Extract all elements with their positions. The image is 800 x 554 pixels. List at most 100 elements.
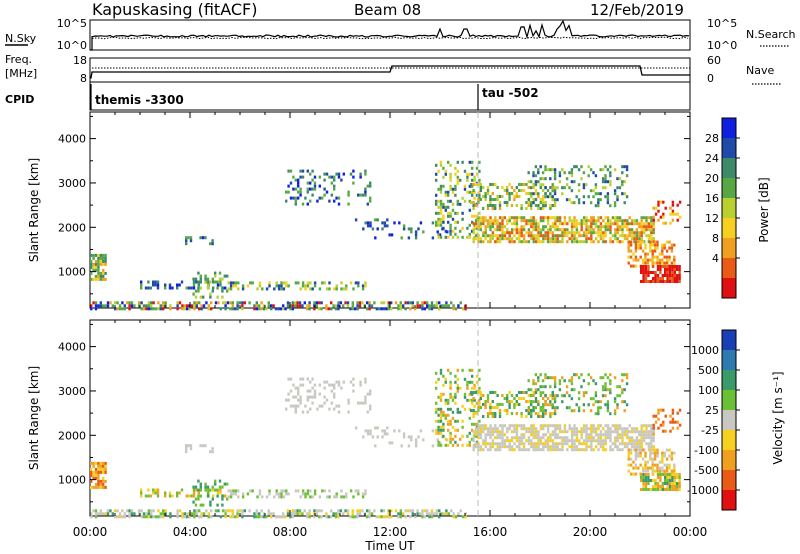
velocity-echo-cell [216, 503, 219, 507]
velocity-echo-cell [313, 489, 317, 493]
velocity-echo-cell [294, 410, 297, 414]
power-echo-cell [449, 163, 452, 167]
velocity-echo-cell [515, 400, 518, 403]
power-echo-cell [604, 225, 607, 229]
velocity-echo-cell [437, 377, 440, 381]
velocity-echo-cell [368, 509, 371, 513]
velocity-echo-cell [454, 401, 457, 405]
velocity-echo-cell [294, 404, 297, 408]
velocity-echo-cell [311, 377, 314, 381]
velocity-echo-cell [642, 424, 646, 428]
power-echo-cell [197, 283, 200, 287]
velocity-echo-cell [138, 509, 141, 513]
power-echo-cell [570, 180, 574, 184]
velocity-echo-cell [385, 515, 388, 519]
power-echo-cell [553, 174, 557, 178]
velocity-echo-cell [563, 442, 567, 446]
power-echo-cell [633, 222, 636, 226]
power-echo-cell [634, 258, 638, 262]
velocity-echo-cell [315, 512, 318, 516]
power-echo-cell [561, 186, 564, 190]
power-echo-cell [664, 206, 667, 210]
power-echo-cell [642, 280, 645, 283]
power-echo-cell [651, 255, 654, 259]
velocity-echo-cell [464, 512, 467, 516]
velocity-echo-cell [661, 473, 664, 476]
power-echo-cell [532, 186, 535, 189]
power-echo-cell [508, 234, 511, 238]
power-echo-cell [638, 231, 641, 235]
velocity-echo-cell [599, 376, 602, 380]
velocity-echo-cell [471, 374, 474, 378]
power-ytick-label: 2000 [58, 221, 86, 234]
power-echo-cell [399, 301, 402, 305]
power-echo-cell [626, 228, 629, 232]
velocity-echo-cell [568, 427, 571, 431]
power-echo-cell [539, 207, 542, 210]
power-echo-cell [537, 237, 540, 241]
power-echo-cell [496, 240, 499, 244]
power-echo-cell [604, 177, 607, 181]
power-echo-cell [426, 301, 429, 305]
power-echo-cell [92, 256, 95, 260]
power-echo-cell [280, 281, 283, 285]
velocity-echo-cell [227, 489, 230, 493]
velocity-echo-cell [520, 439, 523, 443]
power-echo-cell [518, 240, 521, 244]
velocity-echo-cell [640, 488, 643, 491]
power-echo-cell [594, 192, 598, 196]
velocity-echo-cell [241, 495, 245, 499]
velocity-echo-cell [590, 436, 593, 440]
velocity-echo-cell [272, 512, 275, 516]
power-echo-cell [410, 227, 413, 231]
power-echo-cell [157, 307, 160, 311]
power-echo-cell [629, 249, 633, 253]
power-echo-cell [646, 261, 650, 265]
velocity-echo-cell [116, 515, 119, 519]
power-echo-cell [573, 222, 576, 226]
velocity-echo-cell [508, 406, 511, 409]
power-echo-cell [625, 195, 629, 199]
power-echo-cell [354, 281, 358, 285]
velocity-echo-cell [553, 385, 557, 389]
power-echo-cell [618, 186, 622, 190]
power-echo-cell [468, 184, 471, 188]
velocity-echo-cell [386, 426, 389, 430]
velocity-echo-cell [656, 485, 660, 488]
power-echo-cell [644, 277, 648, 280]
velocity-echo-cell [198, 509, 201, 513]
power-echo-cell [568, 231, 571, 235]
velocity-echo-cell [618, 442, 622, 446]
power-echo-cell [628, 222, 631, 226]
power-echo-cell [652, 277, 655, 280]
velocity-echo-cell [515, 430, 519, 434]
power-echo-cell [494, 222, 497, 226]
velocity-echo-cell [525, 391, 528, 394]
velocity-echo-cell [209, 450, 212, 454]
velocity-echo-cell [478, 398, 481, 402]
velocity-ylabel: Slant Range [km] [27, 366, 41, 470]
velocity-echo-cell [361, 492, 365, 496]
power-echo-cell [668, 274, 672, 277]
velocity-echo-cell [645, 427, 648, 431]
power-echo-cell [366, 301, 369, 305]
velocity-echo-cell [565, 391, 569, 395]
velocity-echo-cell [625, 382, 629, 386]
velocity-echo-cell [491, 412, 494, 415]
velocity-echo-cell [472, 397, 475, 400]
power-echo-cell [532, 201, 535, 205]
power-echo-cell [642, 274, 645, 277]
power-echo-cell [102, 262, 105, 266]
power-echo-cell [92, 277, 95, 281]
velocity-echo-cell [447, 422, 450, 426]
nsky-right-tick-top: 10^5 [707, 17, 737, 30]
velocity-echo-cell [205, 509, 208, 513]
velocity-echo-cell [638, 445, 641, 449]
velocity-echo-cell [566, 436, 569, 440]
power-echo-cell [200, 307, 203, 311]
power-echo-cell [454, 220, 457, 224]
velocity-echo-cell [162, 515, 165, 519]
velocity-echo-cell [369, 429, 372, 433]
velocity-echo-cell [590, 445, 593, 449]
power-echo-cell [501, 216, 504, 220]
